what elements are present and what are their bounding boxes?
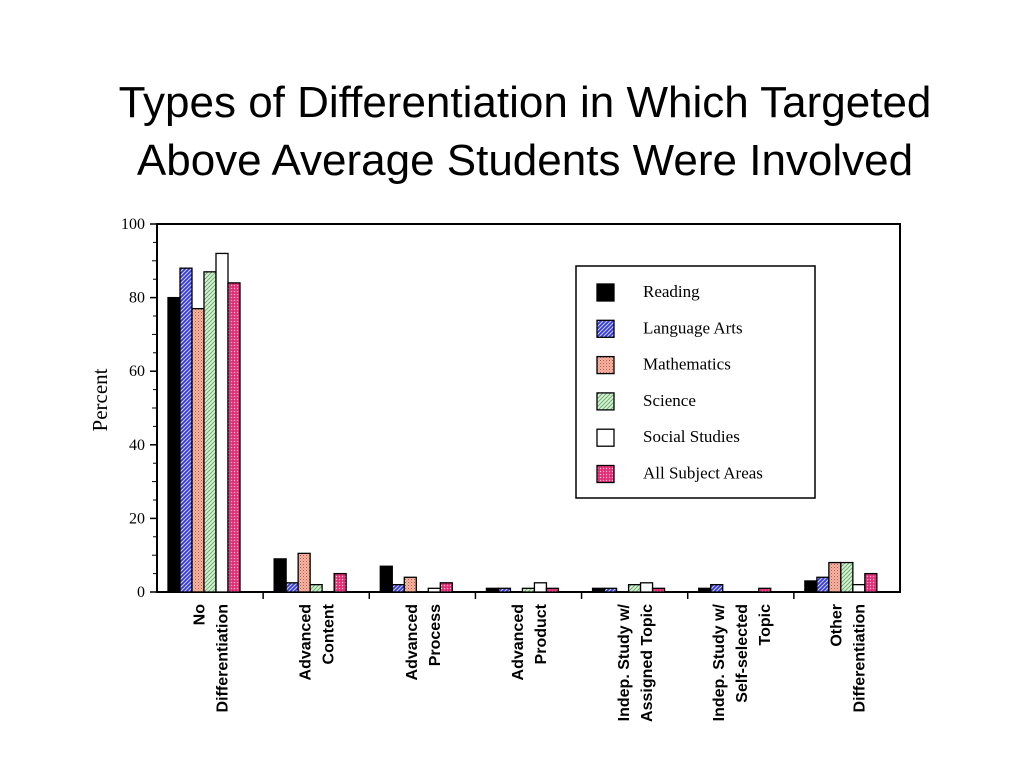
bar bbox=[816, 576, 830, 593]
bar bbox=[427, 587, 441, 593]
series-mathematics bbox=[191, 307, 842, 593]
y-tick-label: 20 bbox=[129, 510, 145, 527]
bar bbox=[333, 572, 347, 593]
bar bbox=[603, 587, 618, 593]
bar bbox=[533, 582, 548, 593]
bar bbox=[179, 267, 193, 593]
legend-swatch bbox=[596, 319, 615, 338]
bars bbox=[167, 252, 878, 593]
x-category-label-line: Process bbox=[427, 604, 444, 666]
legend-entry-label: Mathematics bbox=[643, 355, 731, 374]
bar bbox=[485, 587, 500, 593]
bar bbox=[273, 558, 287, 593]
bar bbox=[698, 587, 712, 593]
bar bbox=[285, 582, 299, 593]
legend-entry-label: Reading bbox=[643, 282, 700, 301]
x-category-label-line: Advanced bbox=[404, 604, 421, 680]
legend-swatch bbox=[596, 464, 615, 484]
y-axis-label: Percent bbox=[88, 368, 112, 431]
y-axis: 0 20 40 60 80 100 bbox=[121, 216, 157, 601]
bar bbox=[758, 587, 772, 593]
bar bbox=[852, 583, 866, 593]
x-category-label-line: Advanced bbox=[298, 604, 315, 680]
bar bbox=[203, 271, 217, 593]
y-tick-label: 40 bbox=[129, 437, 145, 454]
x-category-label-line: Indep. Study w/ bbox=[711, 603, 728, 721]
x-category-label-line: Self-selected bbox=[734, 604, 751, 703]
chart-title: Types of Differentiation in Which Target… bbox=[0, 74, 1024, 190]
bar bbox=[639, 582, 654, 593]
y-tick-label: 100 bbox=[121, 216, 145, 233]
x-category-label: Advanced Product bbox=[510, 603, 550, 680]
bar bbox=[391, 583, 405, 593]
bar bbox=[828, 561, 842, 593]
bar bbox=[297, 552, 311, 593]
legend-swatch bbox=[596, 392, 615, 411]
bar bbox=[591, 587, 606, 593]
legend-swatch bbox=[596, 355, 615, 375]
x-category-label-line: Indep. Study w/ bbox=[616, 603, 633, 721]
legend-entry-label: Language Arts bbox=[643, 318, 743, 337]
bar bbox=[521, 587, 536, 593]
bar bbox=[403, 576, 417, 593]
chart-title-line-1: Types of Differentiation in Which Target… bbox=[118, 78, 932, 127]
bar bbox=[439, 582, 453, 593]
series-all-subject-areas bbox=[227, 282, 878, 593]
bar bbox=[379, 565, 393, 593]
legend-swatch bbox=[596, 428, 615, 447]
bar bbox=[545, 587, 560, 593]
x-axis: No Differentiation Advanced Content Advanced… bbox=[192, 592, 868, 722]
bar bbox=[710, 583, 724, 593]
bar bbox=[627, 583, 642, 593]
bar bbox=[651, 587, 666, 593]
x-category-label-line: Advanced bbox=[510, 604, 527, 680]
x-category-label-line: Differentiation bbox=[851, 604, 868, 712]
x-category-label: Indep. Study w/Self-selected Topic bbox=[711, 603, 774, 721]
legend-entry-label: All Subject Areas bbox=[643, 464, 763, 483]
y-tick-label: 60 bbox=[129, 363, 145, 380]
x-category-label: Other Differentiation bbox=[828, 604, 868, 712]
x-category-label-line: Assigned Topic bbox=[639, 604, 656, 722]
x-category-label-line: Other bbox=[828, 604, 845, 647]
x-category-label-line: Topic bbox=[757, 604, 774, 646]
bar bbox=[191, 307, 205, 593]
bar bbox=[167, 296, 181, 593]
y-tick-label: 0 bbox=[137, 584, 145, 601]
y-tick-label: 80 bbox=[129, 290, 145, 307]
x-category-label-line: No bbox=[192, 604, 209, 626]
x-category-label: Advanced Content bbox=[298, 603, 338, 680]
bar bbox=[804, 580, 818, 593]
x-category-label-line: Product bbox=[533, 603, 550, 664]
x-category-label: No Differentiation bbox=[192, 604, 232, 713]
x-category-label-line: Content bbox=[321, 603, 338, 664]
bar bbox=[864, 572, 878, 593]
legend-swatch bbox=[596, 283, 615, 302]
chart-title-line-2: Above Average Students Were Involved bbox=[136, 136, 914, 185]
legend-box bbox=[575, 265, 816, 499]
bar bbox=[227, 282, 241, 593]
x-category-label: Indep. Study w/Assigned Topic bbox=[616, 603, 656, 721]
bar bbox=[309, 583, 323, 593]
series-social-studies bbox=[215, 252, 866, 593]
legend-entry-label: Social Studies bbox=[643, 427, 740, 446]
bar bbox=[497, 587, 512, 593]
x-category-label: Advanced Process bbox=[404, 604, 444, 681]
x-category-label-line: Differentiation bbox=[215, 604, 232, 712]
legend-entry-label: Science bbox=[643, 391, 696, 410]
bar bbox=[840, 561, 854, 593]
legend: Reading Language Arts Mathematics Science So… bbox=[575, 265, 816, 499]
bar bbox=[215, 252, 229, 593]
